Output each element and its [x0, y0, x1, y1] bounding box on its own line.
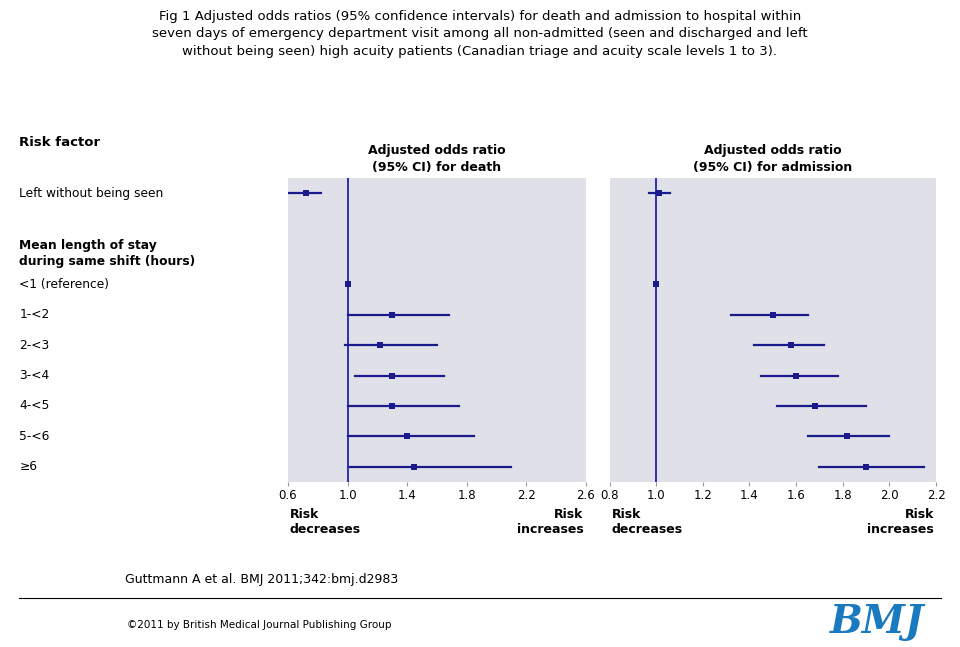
Text: 1-<2: 1-<2 — [19, 308, 50, 322]
Text: Risk
decreases: Risk decreases — [290, 508, 361, 536]
Text: Fig 1 Adjusted odds ratios (95% confidence intervals) for death and admission to: Fig 1 Adjusted odds ratios (95% confiden… — [153, 10, 807, 58]
Text: Risk
increases: Risk increases — [867, 508, 934, 536]
Text: Risk
decreases: Risk decreases — [612, 508, 683, 536]
Text: BMJ: BMJ — [830, 602, 924, 641]
Text: Risk
increases: Risk increases — [516, 508, 584, 536]
Text: ©2011 by British Medical Journal Publishing Group: ©2011 by British Medical Journal Publish… — [127, 620, 392, 630]
Text: Mean length of stay
during same shift (hours): Mean length of stay during same shift (h… — [19, 239, 195, 269]
Text: Guttmann A et al. BMJ 2011;342:bmj.d2983: Guttmann A et al. BMJ 2011;342:bmj.d2983 — [125, 573, 398, 586]
Text: 3-<4: 3-<4 — [19, 369, 50, 382]
Text: Risk factor: Risk factor — [19, 136, 101, 149]
Title: Adjusted odds ratio
(95% CI) for death: Adjusted odds ratio (95% CI) for death — [368, 144, 506, 174]
Text: 2-<3: 2-<3 — [19, 338, 50, 352]
Text: 4-<5: 4-<5 — [19, 399, 50, 413]
Text: ≥6: ≥6 — [19, 460, 37, 474]
Text: <1 (reference): <1 (reference) — [19, 278, 109, 291]
Title: Adjusted odds ratio
(95% CI) for admission: Adjusted odds ratio (95% CI) for admissi… — [693, 144, 852, 174]
Text: Left without being seen: Left without being seen — [19, 186, 163, 200]
Text: 5-<6: 5-<6 — [19, 430, 50, 443]
